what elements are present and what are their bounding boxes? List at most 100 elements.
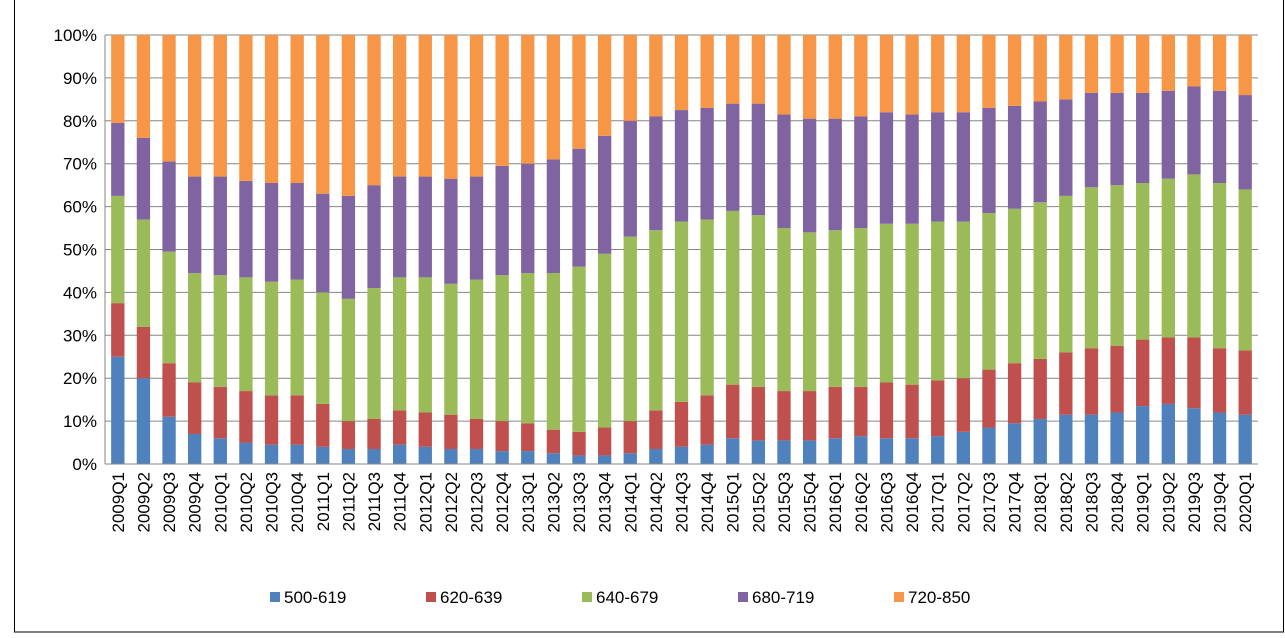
bar-segment <box>726 384 740 439</box>
bar-segment <box>316 403 330 447</box>
bar-segment <box>623 236 637 422</box>
bar-segment <box>444 178 458 284</box>
bar-segment <box>1084 92 1099 188</box>
x-tick-label: 2017Q1 <box>929 472 948 533</box>
bar-segment <box>1212 35 1227 91</box>
legend-swatch <box>582 592 592 602</box>
y-tick-label: 90% <box>63 69 97 88</box>
bar-segment <box>572 35 586 149</box>
bar-segment <box>444 414 458 449</box>
bar-segment <box>1136 92 1150 184</box>
bar-segment <box>213 438 227 464</box>
x-tick-label: 2015Q2 <box>749 472 768 533</box>
bar-segment <box>1059 35 1073 100</box>
bar-segment <box>521 35 535 164</box>
bar-segment <box>1161 403 1175 464</box>
bar-segment <box>905 438 919 464</box>
bar-segment <box>546 159 561 274</box>
x-tick-label: 2013Q1 <box>519 472 538 533</box>
bar-segment <box>418 412 432 447</box>
bar-segment <box>239 35 253 181</box>
y-tick-label: 10% <box>63 412 97 431</box>
bar-segment <box>1033 418 1047 464</box>
bar-segment <box>392 35 407 177</box>
bar-segment <box>1033 101 1047 203</box>
bar-segment <box>1161 337 1175 404</box>
bar-segment <box>802 118 817 233</box>
bar-segment <box>777 391 791 441</box>
bar-segment <box>597 455 612 464</box>
bar-segment <box>162 161 176 252</box>
legend-swatch <box>894 592 904 602</box>
bar-segment <box>905 114 919 224</box>
bar-segment <box>623 453 637 464</box>
bar-segment <box>1110 35 1124 93</box>
x-tick-label: 2018Q2 <box>1057 472 1076 533</box>
x-tick-label: 2019Q4 <box>1211 472 1230 533</box>
bar-segment <box>136 137 151 220</box>
bar-segment <box>290 183 304 280</box>
x-tick-label: 2009Q1 <box>109 472 128 533</box>
bar-segment <box>341 421 356 449</box>
x-tick-label: 2017Q4 <box>1006 472 1025 533</box>
bar-segment <box>136 219 151 327</box>
bar-segment <box>341 448 356 464</box>
bar-segment <box>111 356 125 464</box>
bar-segment <box>392 444 407 464</box>
bar-segment <box>111 303 125 357</box>
bar-segment <box>649 230 663 411</box>
x-tick-label: 2018Q3 <box>1082 472 1101 533</box>
bar-segment <box>162 416 176 464</box>
bar-segment <box>1059 414 1073 464</box>
bar-segment <box>316 292 330 404</box>
x-tick-label: 2011Q4 <box>391 472 410 531</box>
bar-segment <box>418 176 432 278</box>
x-tick-label: 2014Q2 <box>647 472 666 533</box>
bar-segment <box>1110 346 1124 413</box>
bar-segment <box>982 427 996 464</box>
bar-segment <box>418 446 432 464</box>
bar-segment <box>521 273 535 424</box>
bar-segment <box>726 438 740 464</box>
bar-segment <box>111 195 125 304</box>
y-tick-label: 50% <box>63 241 97 260</box>
bar-segment <box>1187 35 1201 87</box>
bar-segment <box>1059 99 1073 196</box>
bar-segment <box>1136 406 1150 464</box>
bar-segment <box>751 35 766 104</box>
bar-segment <box>546 273 561 430</box>
x-tick-label: 2013Q4 <box>596 472 615 533</box>
bar-segment <box>700 35 714 108</box>
bar-segment <box>264 444 279 464</box>
x-tick-label: 2016Q1 <box>826 472 845 533</box>
bar-segment <box>597 135 612 254</box>
bar-segment <box>956 35 971 113</box>
bar-segment <box>879 35 894 113</box>
bar-segment <box>674 110 689 222</box>
bar-segment <box>213 275 227 387</box>
bar-segment <box>956 378 971 432</box>
x-tick-label: 2015Q4 <box>801 472 820 533</box>
bar-segment <box>111 35 125 123</box>
x-tick-label: 2017Q2 <box>954 472 973 533</box>
bar-segment <box>290 395 304 445</box>
bar-segment <box>1007 423 1022 464</box>
bar-segment <box>1212 183 1227 349</box>
x-tick-label: 2020Q1 <box>1236 472 1255 533</box>
bar-segment <box>392 277 407 411</box>
x-tick-label: 2012Q1 <box>416 472 435 533</box>
bar-segment <box>1187 86 1201 175</box>
bar-segment <box>1238 350 1252 415</box>
bar-segment <box>1007 363 1022 424</box>
bar-segment <box>931 221 945 381</box>
bar-segment <box>392 176 407 278</box>
bar-segment <box>1033 35 1047 102</box>
bar-segment <box>111 122 125 196</box>
bar-segment <box>1238 189 1252 351</box>
bar-segment <box>1136 35 1150 93</box>
bar-segment <box>367 448 381 464</box>
bar-segment <box>751 440 766 464</box>
bar-segment <box>597 253 612 428</box>
bar-segment <box>726 103 740 211</box>
x-tick-label: 2016Q3 <box>877 472 896 533</box>
